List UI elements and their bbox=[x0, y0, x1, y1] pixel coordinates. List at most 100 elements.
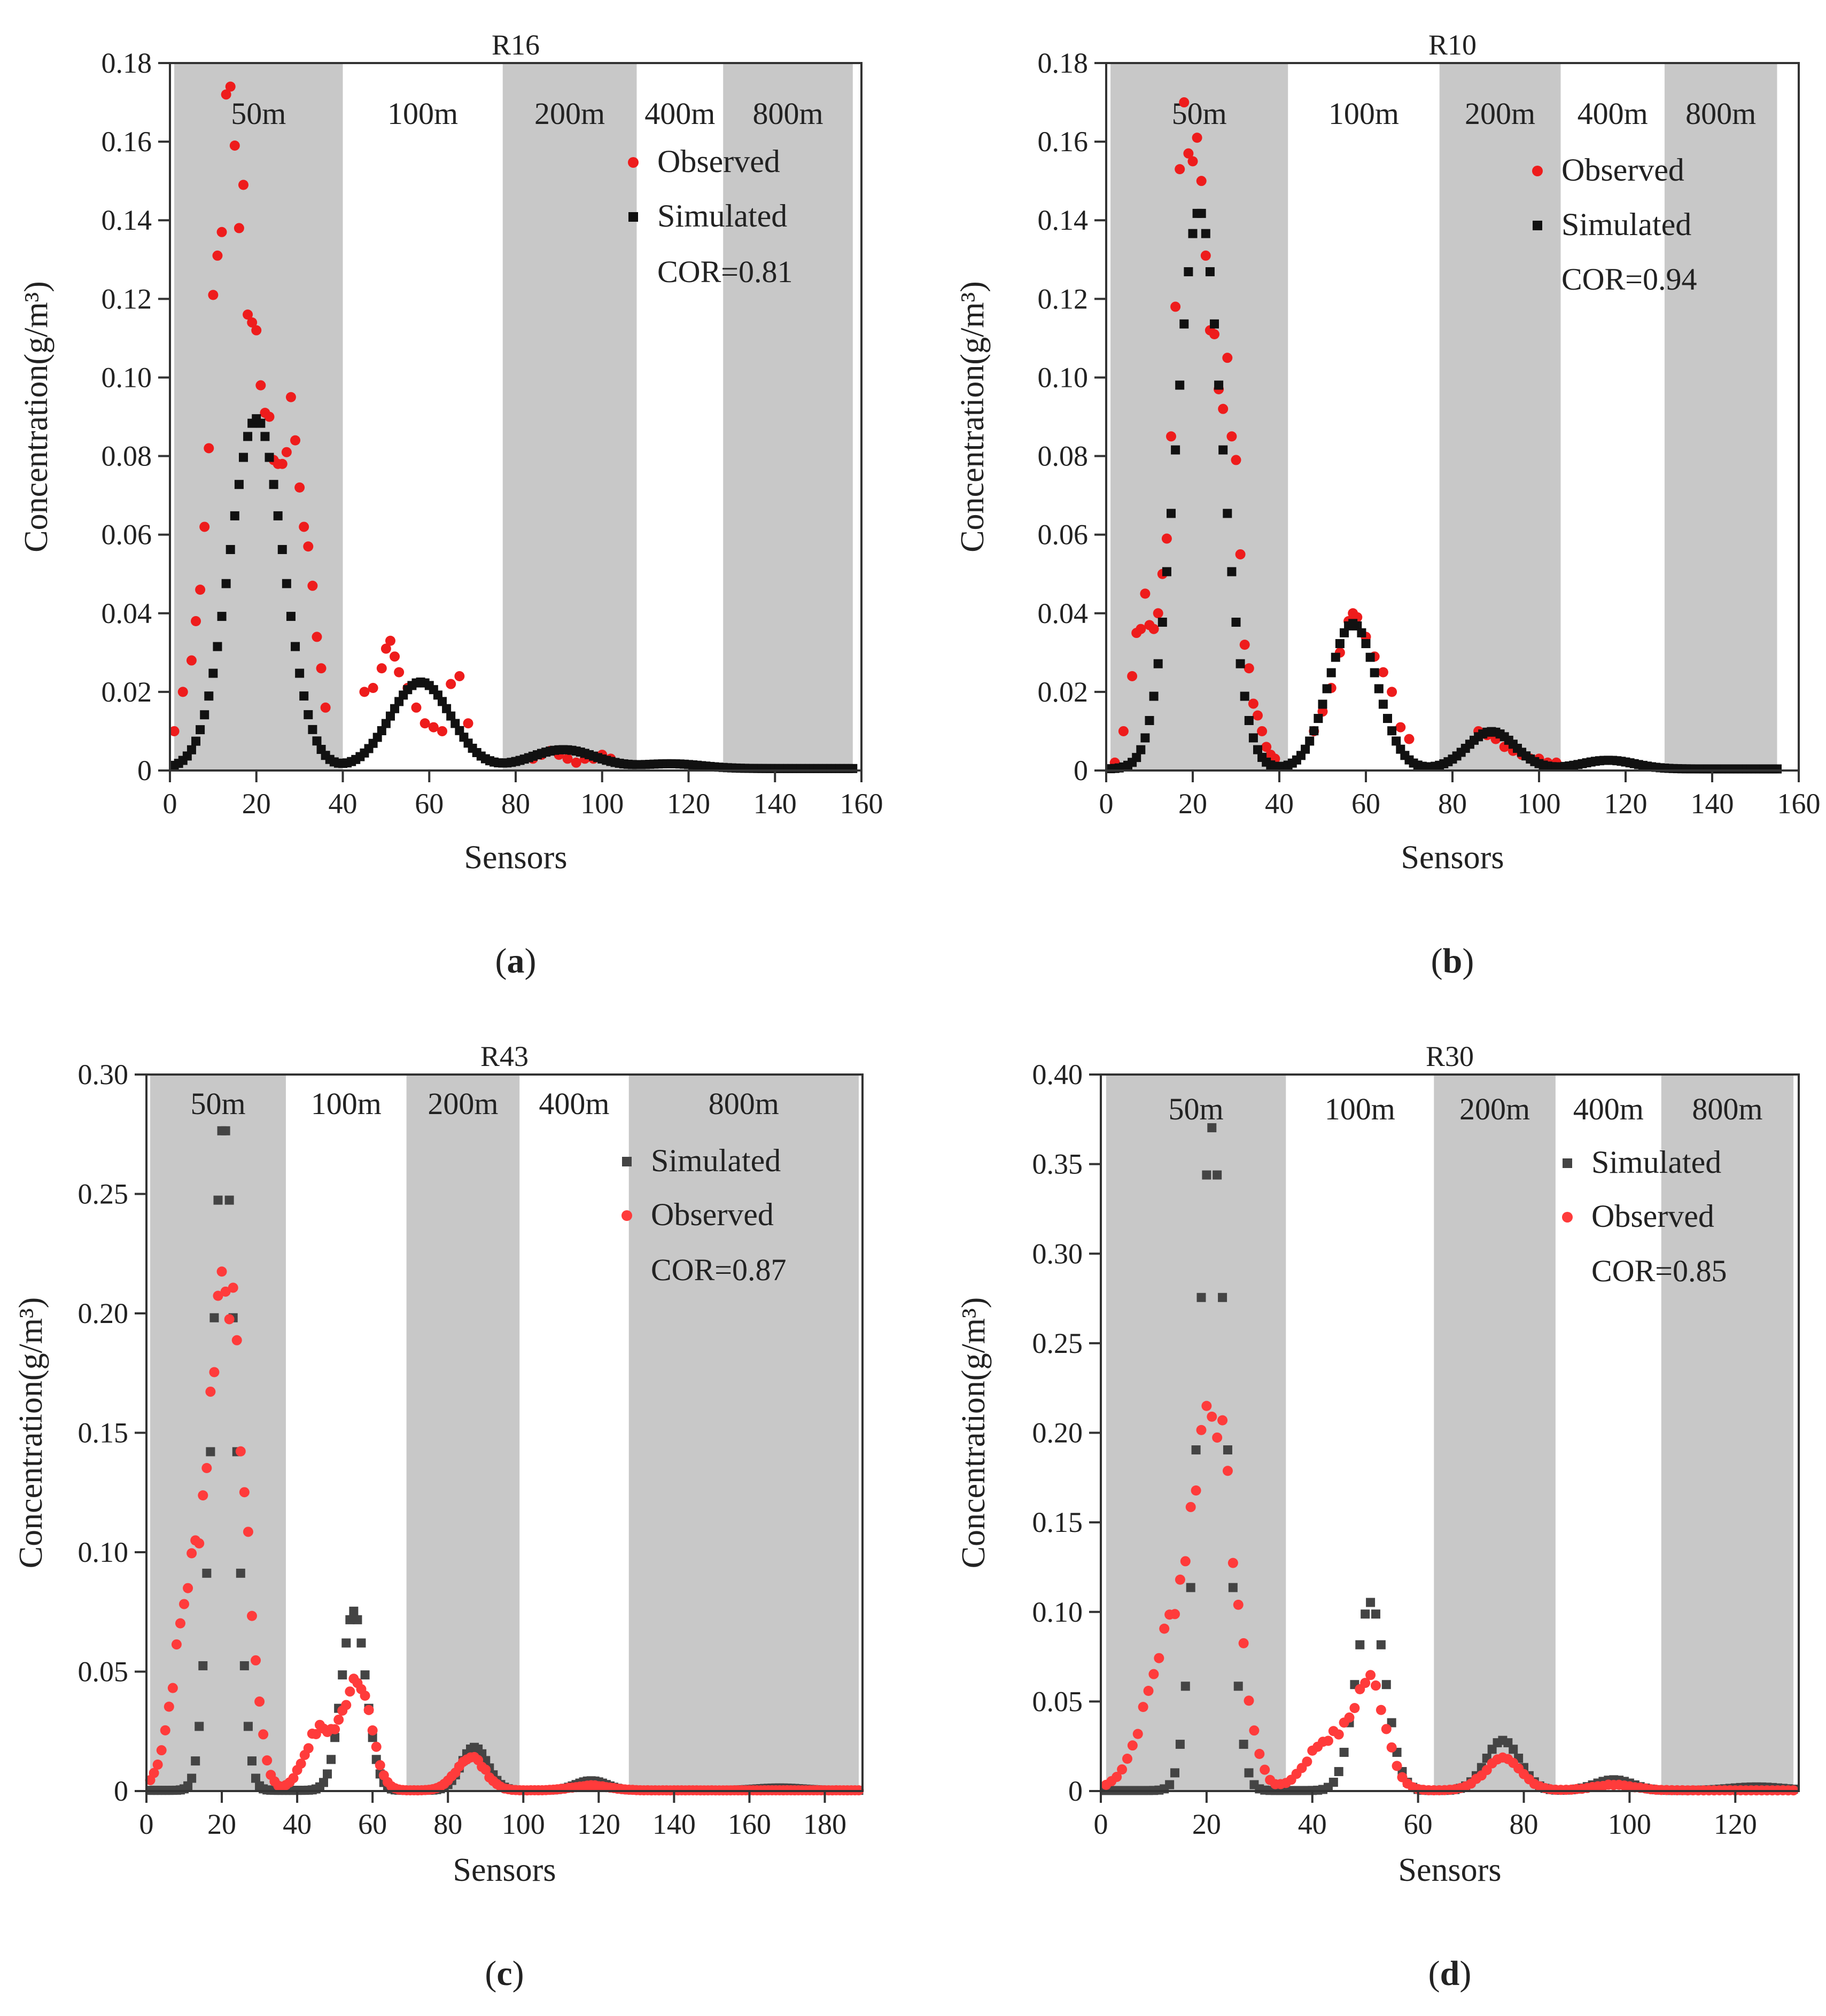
data-point bbox=[221, 1126, 230, 1135]
data-point bbox=[1257, 726, 1268, 736]
data-point bbox=[195, 585, 206, 595]
data-point bbox=[1179, 97, 1190, 108]
y-tick-label: 0.05 bbox=[1032, 1685, 1083, 1717]
data-point bbox=[1376, 1704, 1386, 1715]
data-point bbox=[1196, 1425, 1207, 1435]
distance-zone-band bbox=[1664, 63, 1777, 770]
distance-zone-label: 400m bbox=[1578, 96, 1648, 131]
data-point bbox=[238, 180, 248, 190]
x-tick-label: 180 bbox=[803, 1808, 846, 1840]
data-point bbox=[152, 1759, 163, 1770]
data-point bbox=[286, 612, 296, 621]
data-point bbox=[164, 1701, 174, 1712]
distance-zone-label: 800m bbox=[1685, 96, 1756, 131]
data-point bbox=[1366, 1598, 1376, 1607]
data-point bbox=[1381, 1724, 1392, 1734]
distance-zone-band bbox=[1434, 1075, 1556, 1791]
data-point bbox=[183, 1583, 193, 1593]
data-point bbox=[1392, 736, 1401, 746]
data-point bbox=[224, 1314, 235, 1325]
data-point bbox=[1378, 667, 1388, 678]
data-point bbox=[294, 482, 305, 493]
data-point bbox=[291, 642, 300, 651]
legend-label: Observed bbox=[651, 1197, 774, 1232]
data-point bbox=[187, 1773, 197, 1783]
data-point bbox=[1228, 1583, 1238, 1592]
y-tick-label: 0.18 bbox=[1038, 47, 1089, 79]
data-point bbox=[356, 1638, 366, 1648]
data-point bbox=[1132, 753, 1141, 762]
data-point bbox=[187, 1548, 197, 1559]
chart-title: R43 bbox=[480, 1040, 529, 1072]
data-point bbox=[1314, 714, 1323, 723]
data-point bbox=[1387, 726, 1397, 736]
legend-label: Simulated bbox=[1561, 207, 1691, 242]
data-point bbox=[320, 702, 331, 713]
data-point bbox=[290, 435, 301, 446]
data-point bbox=[239, 1487, 250, 1498]
distance-zone-band bbox=[1106, 1075, 1286, 1791]
data-point bbox=[1218, 445, 1228, 455]
data-point bbox=[349, 1606, 359, 1616]
data-point bbox=[428, 722, 439, 733]
y-tick-label: 0.05 bbox=[78, 1656, 129, 1688]
data-point bbox=[327, 1755, 336, 1764]
data-point bbox=[1214, 380, 1224, 390]
data-point bbox=[1149, 691, 1159, 701]
data-point bbox=[1349, 1703, 1360, 1714]
data-point bbox=[264, 411, 275, 422]
data-point bbox=[1305, 736, 1315, 746]
data-point bbox=[1170, 301, 1181, 312]
data-point bbox=[273, 511, 283, 520]
data-point bbox=[330, 1733, 340, 1742]
data-point bbox=[1148, 624, 1159, 634]
data-point bbox=[454, 671, 465, 681]
data-point bbox=[1196, 1293, 1206, 1302]
data-point bbox=[385, 711, 395, 721]
data-point bbox=[1170, 1768, 1180, 1778]
legend-marker bbox=[1532, 166, 1543, 176]
data-point bbox=[1213, 1170, 1222, 1180]
data-point bbox=[1207, 1123, 1217, 1133]
data-point bbox=[1235, 549, 1246, 559]
legend-label: Observed bbox=[1561, 152, 1684, 188]
distance-zone-label: 400m bbox=[539, 1086, 609, 1121]
data-point bbox=[1183, 148, 1194, 159]
x-axis-label: Sensors bbox=[1401, 839, 1504, 876]
data-point bbox=[341, 1700, 352, 1710]
y-tick-label: 0.18 bbox=[102, 47, 152, 79]
data-point bbox=[419, 718, 430, 729]
data-point bbox=[187, 745, 196, 754]
data-point bbox=[213, 1195, 223, 1205]
data-point bbox=[1322, 684, 1332, 694]
y-tick-label: 0.02 bbox=[1038, 676, 1089, 708]
data-point bbox=[1159, 1623, 1170, 1634]
legend-entry-observed: Observed bbox=[1562, 1198, 1714, 1234]
distance-zone-label: 100m bbox=[311, 1086, 382, 1121]
data-point bbox=[353, 1615, 362, 1624]
data-point bbox=[1365, 1670, 1376, 1680]
legend-marker bbox=[621, 1210, 632, 1221]
correlation-label: COR=0.81 bbox=[657, 254, 792, 289]
data-point bbox=[446, 679, 456, 689]
distance-zone-label: 200m bbox=[1459, 1092, 1530, 1126]
data-point bbox=[247, 1756, 257, 1766]
data-point bbox=[1166, 431, 1176, 442]
data-point bbox=[1196, 208, 1206, 218]
data-point bbox=[1185, 1501, 1196, 1512]
distance-zone-label: 100m bbox=[1325, 1092, 1395, 1126]
data-point bbox=[1171, 445, 1180, 455]
data-point bbox=[246, 1610, 257, 1621]
data-point bbox=[1209, 329, 1219, 340]
x-tick-label: 100 bbox=[1518, 788, 1561, 820]
y-tick-label: 0.16 bbox=[102, 126, 152, 158]
data-point bbox=[1118, 726, 1129, 736]
legend-entry-simulated: Simulated bbox=[628, 198, 787, 233]
data-point bbox=[1175, 1574, 1185, 1585]
data-point bbox=[1773, 764, 1782, 774]
data-point bbox=[198, 1661, 208, 1671]
data-point bbox=[262, 1755, 273, 1766]
data-point bbox=[198, 1490, 208, 1501]
data-point bbox=[1318, 699, 1327, 709]
